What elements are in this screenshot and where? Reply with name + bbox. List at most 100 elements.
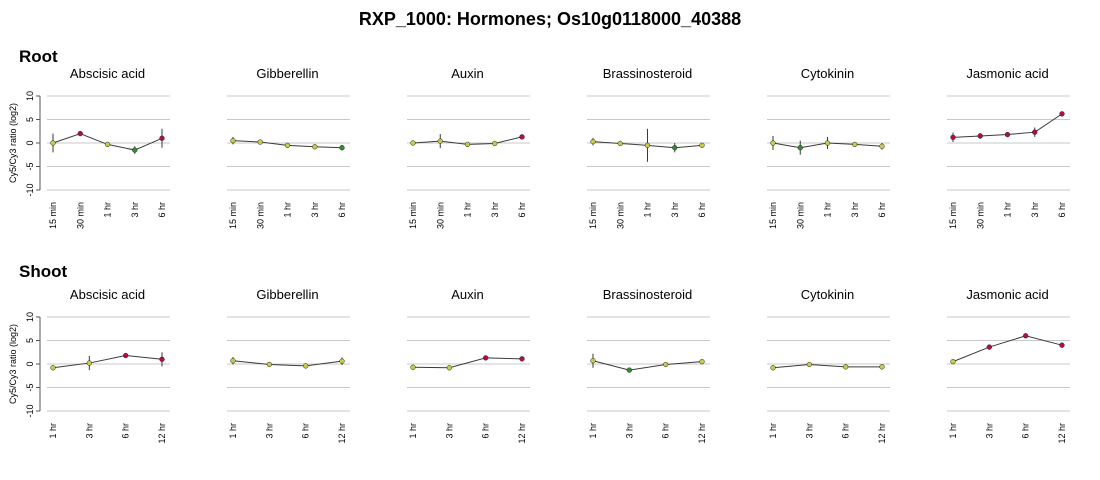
x-tick-label: 1 hr [228,423,238,439]
x-tick-label: 1 hr [48,423,58,439]
data-point [159,356,165,362]
series-line [52,355,163,369]
panel-title: Abscisic acid [70,66,145,81]
x-tick-label: 3 hr [624,423,634,439]
panel-shoot-gibberellin: Gibberellin 1 hr 3 hr 6 hr 12 hr [227,287,350,444]
data-point [797,145,803,151]
panel-shoot-cytokinin: Cytokinin 1 hr 3 hr 6 hr 12 hr [767,287,890,444]
x-tick-label: 30 min [255,202,265,229]
data-point [303,363,309,369]
panel-shoot-abscisic-acid: Abscisic acid 1 hr 3 hr 6 hr 12 hr [47,287,170,444]
data-point [590,358,596,364]
panel-root-cytokinin: Cytokinin 15 min 30 min 1 hr 3 hr 6 hr [767,66,890,229]
x-tick-label: 3 hr [130,202,140,218]
panel-title: Auxin [451,287,484,302]
x-tick-label: 15 min [408,202,418,229]
y-tick-label: 5 [25,338,35,343]
data-point [410,364,416,370]
section-label-root: Root [19,47,58,66]
x-tick-label: 6 hr [841,423,851,439]
x-tick-label: 15 min [588,202,598,229]
x-tick-label: 1 hr [768,423,778,439]
data-point [626,367,632,373]
data-point [590,138,596,145]
data-point [1059,342,1065,348]
data-point [410,140,416,146]
data-point [519,134,525,140]
x-tick-label: 3 hr [264,423,274,439]
panel-title: Abscisic acid [70,287,145,302]
x-tick-label: 6 hr [1057,202,1067,218]
data-point [50,140,56,146]
panel-root-brassinosteroid: Brassinosteroid 15 min 30 min 1 hr 3 hr 6 hr [587,66,710,229]
series-line [592,360,703,371]
x-tick-label: 6 hr [301,423,311,439]
y-tick-label: 10 [25,312,35,322]
panel-title: Gibberellin [256,66,318,81]
y-tick-label: 0 [25,140,35,145]
data-point [843,364,849,370]
data-point [483,355,489,361]
panel-shoot-auxin: Auxin 1 hr 3 hr 6 hr 12 hr [407,287,530,444]
x-tick-label: 30 min [975,202,985,229]
data-point [257,139,263,145]
x-tick-label: 30 min [795,202,805,229]
x-tick-label: 3 hr [490,202,500,218]
x-tick-label: 1 hr [948,423,958,439]
x-tick-label: 6 hr [1021,423,1031,439]
x-tick-label: 6 hr [517,202,527,218]
data-point [879,364,885,370]
data-point [123,352,129,359]
y-tick-label: 0 [25,361,35,366]
panel-title: Jasmonic acid [966,66,1048,81]
x-tick-label: 6 hr [157,202,167,218]
data-point [339,358,345,364]
x-tick-label: 6 hr [877,202,887,218]
chart-title: RXP_1000: Hormones; Os10g0118000_40388 [358,9,742,29]
x-tick-label: 6 hr [661,423,671,439]
x-tick-label: 6 hr [481,423,491,439]
panel-title: Cytokinin [801,287,854,302]
data-point [159,135,165,141]
x-tick-label: 12 hr [877,423,887,444]
y-tick-label: 10 [25,91,35,101]
x-tick-label: 1 hr [823,202,833,218]
data-point [464,141,471,148]
data-point [266,361,272,368]
x-tick-label: 6 hr [697,202,707,218]
x-tick-label: 1 hr [283,202,293,218]
x-tick-label: 3 hr [850,202,860,218]
x-tick-label: 30 min [615,202,625,229]
x-tick-label: 30 min [435,202,445,229]
data-point [977,133,983,139]
panel-shoot-brassinosteroid: Brassinosteroid 1 hr 3 hr 6 hr 12 hr [587,287,710,444]
y-axis-label: Cy5/Cy3 ratio (log2) [8,103,18,183]
series-line [232,360,343,367]
data-point [132,147,138,153]
panel-root-abscisic-acid: Abscisic acid 15 min 30 min 1 hr 3 hr 6 hr [47,66,170,229]
data-point [672,145,678,151]
x-tick-label: 12 hr [337,423,347,444]
section-label-shoot: Shoot [19,262,68,281]
panel-shoot-jasmonic-acid: Jasmonic acid 1 hr 3 hr 6 hr 12 hr [947,287,1070,444]
panel-title: Brassinosteroid [603,287,693,302]
panel-root-jasmonic-acid: Jasmonic acid 15 min 30 min 1 hr 3 hr 6 hr [947,66,1070,229]
data-point [950,134,956,141]
data-point [1032,129,1038,135]
data-point [852,141,858,148]
data-point [437,138,443,144]
x-tick-label: 15 min [48,202,58,229]
data-point [104,141,111,148]
data-point [644,142,651,149]
data-point [663,361,669,368]
data-point [230,138,236,144]
x-tick-label: 6 hr [337,202,347,218]
x-tick-label: 1 hr [643,202,653,218]
data-point [339,145,345,151]
series-line [772,363,882,369]
x-tick-label: 1 hr [103,202,113,218]
data-point [50,365,56,371]
data-point [699,359,705,365]
data-point [950,359,956,365]
